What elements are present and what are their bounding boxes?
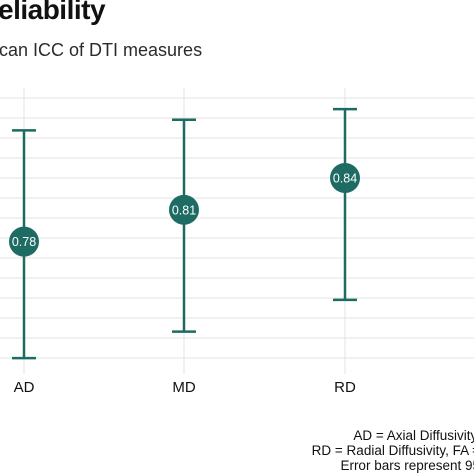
caption-line-3: Error bars represent 95	[340, 458, 474, 473]
data-point-rd	[330, 163, 360, 194]
chart-subtitle: can ICC of DTI measures	[0, 40, 203, 60]
data-points: 0.78 0.81 0.84	[9, 163, 360, 257]
data-label: 0.84	[333, 172, 357, 186]
x-tick-label: MD	[172, 379, 195, 396]
caption-line-1: AD = Axial Diffusivity,	[353, 428, 474, 443]
data-label: 0.81	[172, 203, 196, 217]
data-label: 0.78	[12, 235, 36, 249]
x-tick-label: RD	[334, 379, 356, 396]
chart-gridlines	[0, 88, 474, 374]
chart-caption: AD = Axial Diffusivity, RD = Radial Diff…	[312, 428, 474, 473]
x-tick-label: AD	[14, 379, 35, 396]
caption-line-2: RD = Radial Diffusivity, FA =	[311, 443, 474, 458]
x-axis-ticks: AD MD RD	[14, 379, 356, 396]
data-point-md	[169, 194, 199, 225]
chart-title: eliability	[0, 0, 106, 25]
data-point-ad	[9, 226, 39, 257]
error-bars	[12, 107, 357, 360]
